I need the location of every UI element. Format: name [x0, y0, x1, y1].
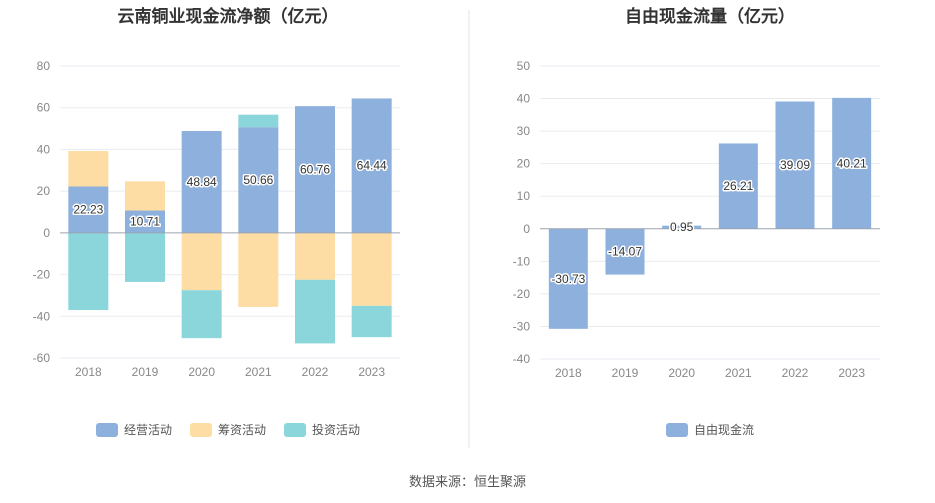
data-label: 64.44 [357, 159, 387, 173]
x-tick-label: 2023 [838, 366, 865, 380]
bar [548, 228, 588, 329]
y-tick-label: -30 [513, 319, 531, 333]
legend-swatch [666, 423, 688, 437]
bar [295, 232, 335, 280]
bar [181, 130, 222, 233]
data-label: 26.21 [723, 179, 753, 193]
data-label: 0.95 [670, 220, 694, 234]
chart-title: 自由现金流量（亿元） [625, 6, 795, 26]
data-label: 10.71 [130, 215, 160, 229]
chart-title: 云南铜业现金流净额（亿元） [118, 6, 339, 26]
y-tick-label: 10 [517, 189, 531, 203]
data-label: 60.76 [300, 162, 330, 176]
data-label: 50.66 [243, 173, 273, 187]
bar [832, 97, 872, 229]
legend-label: 自由现金流 [694, 422, 754, 437]
legend-swatch [96, 423, 118, 437]
legend-label: 经营活动 [124, 423, 172, 437]
bar [68, 186, 109, 233]
source-note: 数据来源：恒生聚源 [409, 474, 526, 489]
bar [295, 279, 335, 344]
data-label: -14.07 [608, 245, 642, 259]
bar [181, 290, 222, 339]
x-tick-label: 2021 [725, 366, 752, 380]
chart-cash-flow-net: 云南铜业现金流净额（亿元） 80 60 40 20 0 -20 -40 -60 2018 2019 2… [33, 6, 400, 437]
x-tick-label: 2022 [302, 365, 329, 379]
y-tick-label: -40 [33, 309, 51, 323]
y-tick-label: -20 [33, 268, 51, 282]
bar [238, 127, 279, 233]
legend-label: 投资活动 [312, 422, 360, 437]
bar [662, 225, 702, 229]
bar [605, 228, 645, 275]
y-tick-label: 60 [37, 101, 51, 115]
x-tick-label: 2021 [245, 365, 272, 379]
legend-label: 筹资活动 [218, 423, 266, 437]
bar [351, 232, 392, 306]
bar [351, 305, 392, 338]
bar [718, 143, 758, 229]
x-tick-label: 2019 [612, 366, 639, 380]
y-tick-label: -60 [33, 351, 51, 365]
bar [181, 232, 222, 291]
x-tick-label: 2020 [668, 366, 695, 380]
y-tick-label: 80 [37, 59, 51, 73]
bar [68, 151, 109, 187]
data-label: 48.84 [187, 175, 217, 189]
data-label: 40.21 [837, 156, 867, 170]
bar [125, 210, 165, 233]
y-tick-label: 40 [517, 92, 531, 106]
x-tick-label: 2023 [358, 365, 385, 379]
bar [238, 232, 279, 307]
y-tick-label: 0 [43, 226, 50, 240]
bar [238, 114, 279, 128]
y-tick-label: 50 [517, 59, 531, 73]
x-tick-label: 2019 [132, 365, 159, 379]
bar [125, 181, 165, 211]
bar [125, 232, 165, 282]
bar [775, 101, 815, 229]
x-tick-label: 2018 [555, 366, 582, 380]
data-label: 39.09 [780, 158, 810, 172]
legend-swatch [190, 423, 212, 437]
y-tick-label: 30 [517, 124, 531, 138]
bar [351, 98, 392, 233]
data-label: 22.23 [73, 203, 103, 217]
y-tick-label: -40 [513, 352, 531, 366]
data-label: -30.73 [551, 272, 585, 286]
y-tick-label: 0 [523, 222, 530, 236]
y-tick-label: -10 [513, 254, 531, 268]
y-tick-label: 20 [517, 157, 531, 171]
legend-swatch [284, 423, 306, 437]
y-tick-label: 40 [37, 142, 51, 156]
chart-free-cash-flow: 自由现金流量（亿元） 50 40 30 20 10 0 -10 -20 -30 -40 2018 201… [513, 6, 880, 437]
y-tick-label: 20 [37, 184, 51, 198]
bar [295, 106, 335, 233]
x-tick-label: 2020 [188, 365, 215, 379]
x-tick-label: 2018 [75, 365, 102, 379]
y-tick-label: -20 [513, 287, 531, 301]
bar [68, 232, 109, 311]
x-tick-label: 2022 [782, 366, 809, 380]
